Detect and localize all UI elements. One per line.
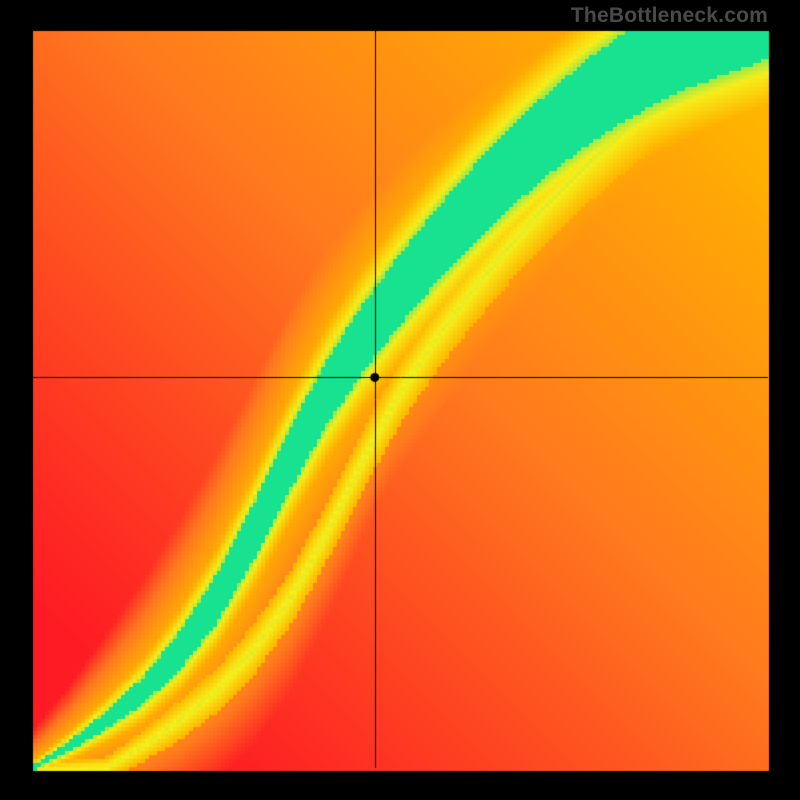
chart-container: { "canvas": { "width": 800, "height": 80… bbox=[0, 0, 800, 800]
bottleneck-heatmap bbox=[0, 0, 800, 800]
watermark-text: TheBottleneck.com bbox=[571, 4, 768, 28]
